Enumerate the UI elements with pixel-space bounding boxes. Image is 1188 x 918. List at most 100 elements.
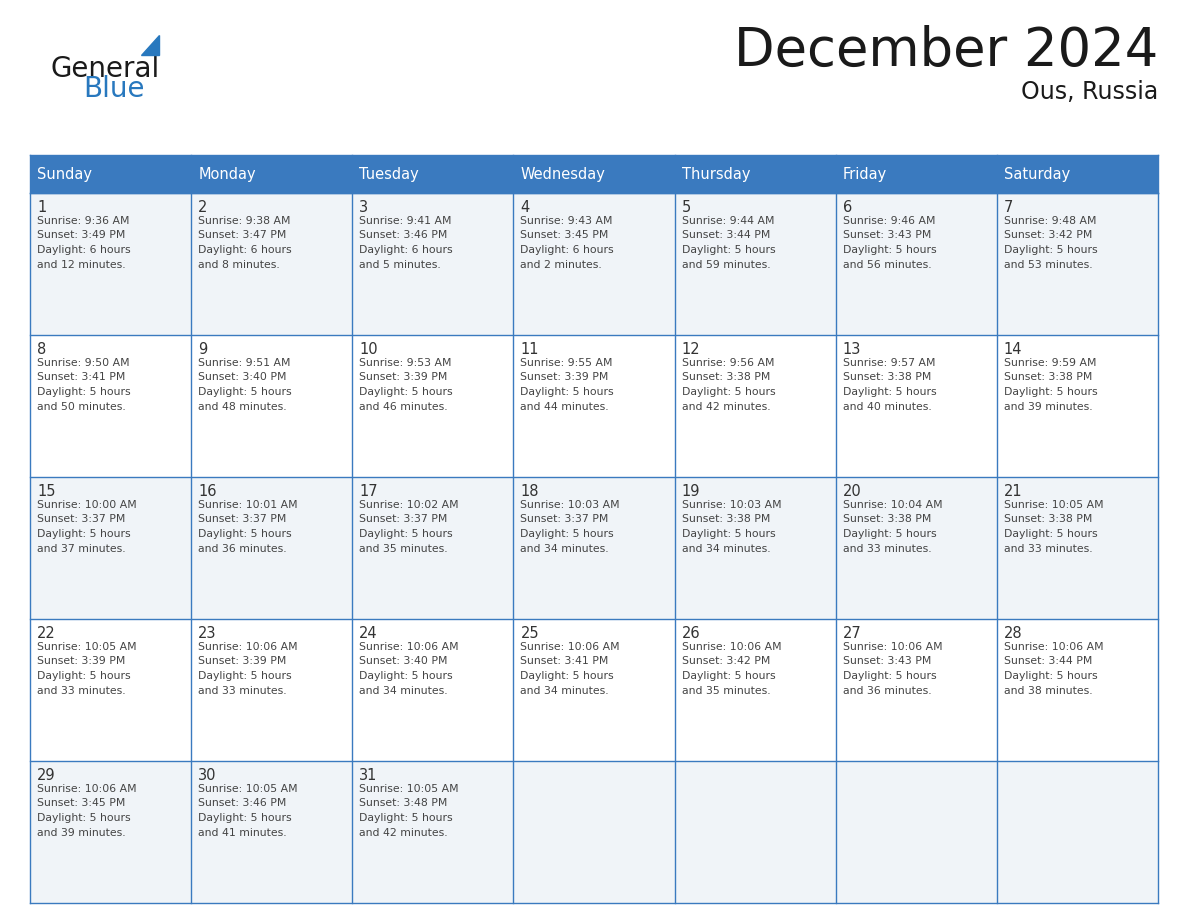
Text: and 2 minutes.: and 2 minutes. xyxy=(520,260,602,270)
Text: 16: 16 xyxy=(198,484,216,499)
Text: and 40 minutes.: and 40 minutes. xyxy=(842,401,931,411)
Text: Sunrise: 9:48 AM: Sunrise: 9:48 AM xyxy=(1004,216,1097,226)
Text: Daylight: 5 hours: Daylight: 5 hours xyxy=(682,387,776,397)
Text: 25: 25 xyxy=(520,626,539,641)
Text: Sunrise: 10:06 AM: Sunrise: 10:06 AM xyxy=(1004,642,1104,652)
Text: and 34 minutes.: and 34 minutes. xyxy=(520,543,609,554)
Text: 12: 12 xyxy=(682,342,700,357)
Text: Sunset: 3:37 PM: Sunset: 3:37 PM xyxy=(359,514,448,524)
Text: and 37 minutes.: and 37 minutes. xyxy=(37,543,126,554)
Bar xyxy=(675,335,835,477)
Text: Sunrise: 9:53 AM: Sunrise: 9:53 AM xyxy=(359,358,451,368)
Text: and 34 minutes.: and 34 minutes. xyxy=(520,686,609,696)
Text: Sunset: 3:39 PM: Sunset: 3:39 PM xyxy=(520,373,608,383)
Text: Sunset: 3:46 PM: Sunset: 3:46 PM xyxy=(359,230,448,241)
Text: and 50 minutes.: and 50 minutes. xyxy=(37,401,126,411)
Text: and 12 minutes.: and 12 minutes. xyxy=(37,260,126,270)
Text: Daylight: 5 hours: Daylight: 5 hours xyxy=(1004,387,1098,397)
Text: and 33 minutes.: and 33 minutes. xyxy=(842,543,931,554)
Bar xyxy=(997,335,1158,477)
Text: and 41 minutes.: and 41 minutes. xyxy=(198,827,286,837)
Text: 14: 14 xyxy=(1004,342,1023,357)
Text: and 59 minutes.: and 59 minutes. xyxy=(682,260,770,270)
Text: 1: 1 xyxy=(37,200,46,215)
Bar xyxy=(30,477,191,619)
Text: December 2024: December 2024 xyxy=(734,25,1158,77)
Text: Daylight: 5 hours: Daylight: 5 hours xyxy=(37,671,131,681)
Text: and 46 minutes.: and 46 minutes. xyxy=(359,401,448,411)
Text: and 33 minutes.: and 33 minutes. xyxy=(37,686,126,696)
Bar xyxy=(191,193,353,335)
Bar xyxy=(30,619,191,761)
Text: Sunset: 3:45 PM: Sunset: 3:45 PM xyxy=(37,799,126,809)
Text: Daylight: 5 hours: Daylight: 5 hours xyxy=(682,245,776,255)
Text: Sunrise: 9:55 AM: Sunrise: 9:55 AM xyxy=(520,358,613,368)
Text: and 42 minutes.: and 42 minutes. xyxy=(682,401,770,411)
Bar xyxy=(835,619,997,761)
Bar xyxy=(997,193,1158,335)
Text: 26: 26 xyxy=(682,626,700,641)
Text: 7: 7 xyxy=(1004,200,1013,215)
Text: General: General xyxy=(50,55,159,83)
Bar xyxy=(997,477,1158,619)
Bar xyxy=(997,761,1158,903)
Text: Friday: Friday xyxy=(842,166,887,182)
Text: Sunset: 3:39 PM: Sunset: 3:39 PM xyxy=(37,656,126,666)
Text: Sunrise: 10:03 AM: Sunrise: 10:03 AM xyxy=(682,500,782,510)
Text: Sunrise: 9:59 AM: Sunrise: 9:59 AM xyxy=(1004,358,1097,368)
Text: Saturday: Saturday xyxy=(1004,166,1070,182)
Text: Monday: Monday xyxy=(198,166,255,182)
Bar xyxy=(353,193,513,335)
Text: and 48 minutes.: and 48 minutes. xyxy=(198,401,286,411)
Bar xyxy=(835,335,997,477)
Text: 5: 5 xyxy=(682,200,690,215)
Text: 10: 10 xyxy=(359,342,378,357)
Text: and 39 minutes.: and 39 minutes. xyxy=(37,827,126,837)
Text: Sunrise: 10:05 AM: Sunrise: 10:05 AM xyxy=(1004,500,1104,510)
Text: Daylight: 5 hours: Daylight: 5 hours xyxy=(1004,245,1098,255)
Text: Sunset: 3:49 PM: Sunset: 3:49 PM xyxy=(37,230,126,241)
Text: 24: 24 xyxy=(359,626,378,641)
Text: Sunrise: 9:57 AM: Sunrise: 9:57 AM xyxy=(842,358,935,368)
Bar xyxy=(675,761,835,903)
Text: Daylight: 5 hours: Daylight: 5 hours xyxy=(842,529,936,539)
Text: Tuesday: Tuesday xyxy=(359,166,419,182)
Text: Sunset: 3:38 PM: Sunset: 3:38 PM xyxy=(682,373,770,383)
Bar xyxy=(835,761,997,903)
Text: and 8 minutes.: and 8 minutes. xyxy=(198,260,280,270)
Text: 2: 2 xyxy=(198,200,208,215)
Text: Sunset: 3:38 PM: Sunset: 3:38 PM xyxy=(682,514,770,524)
Text: Ous, Russia: Ous, Russia xyxy=(1020,80,1158,104)
Text: Sunrise: 10:05 AM: Sunrise: 10:05 AM xyxy=(198,784,298,794)
Text: Sunrise: 10:06 AM: Sunrise: 10:06 AM xyxy=(520,642,620,652)
Text: Sunrise: 10:06 AM: Sunrise: 10:06 AM xyxy=(198,642,298,652)
Text: Daylight: 5 hours: Daylight: 5 hours xyxy=(37,387,131,397)
Text: Daylight: 5 hours: Daylight: 5 hours xyxy=(359,813,453,823)
Text: Daylight: 5 hours: Daylight: 5 hours xyxy=(520,529,614,539)
Text: Sunrise: 10:02 AM: Sunrise: 10:02 AM xyxy=(359,500,459,510)
Bar xyxy=(191,477,353,619)
Text: Daylight: 5 hours: Daylight: 5 hours xyxy=(520,387,614,397)
Text: Daylight: 6 hours: Daylight: 6 hours xyxy=(520,245,614,255)
Text: Daylight: 5 hours: Daylight: 5 hours xyxy=(1004,529,1098,539)
Text: Sunrise: 9:38 AM: Sunrise: 9:38 AM xyxy=(198,216,291,226)
Text: Daylight: 5 hours: Daylight: 5 hours xyxy=(198,813,292,823)
Text: Daylight: 5 hours: Daylight: 5 hours xyxy=(1004,671,1098,681)
Bar xyxy=(191,619,353,761)
Bar xyxy=(835,477,997,619)
Text: Sunrise: 10:06 AM: Sunrise: 10:06 AM xyxy=(359,642,459,652)
Bar xyxy=(191,335,353,477)
Bar xyxy=(835,193,997,335)
Text: Sunrise: 9:56 AM: Sunrise: 9:56 AM xyxy=(682,358,775,368)
Text: Sunrise: 9:43 AM: Sunrise: 9:43 AM xyxy=(520,216,613,226)
Bar xyxy=(513,619,675,761)
Text: 9: 9 xyxy=(198,342,208,357)
Bar xyxy=(675,619,835,761)
Text: Sunset: 3:38 PM: Sunset: 3:38 PM xyxy=(842,514,931,524)
Text: Sunrise: 9:46 AM: Sunrise: 9:46 AM xyxy=(842,216,935,226)
Text: Daylight: 5 hours: Daylight: 5 hours xyxy=(842,245,936,255)
Text: Sunrise: 9:41 AM: Sunrise: 9:41 AM xyxy=(359,216,451,226)
Text: 28: 28 xyxy=(1004,626,1023,641)
Text: Sunset: 3:43 PM: Sunset: 3:43 PM xyxy=(842,656,931,666)
Text: Sunrise: 9:51 AM: Sunrise: 9:51 AM xyxy=(198,358,291,368)
